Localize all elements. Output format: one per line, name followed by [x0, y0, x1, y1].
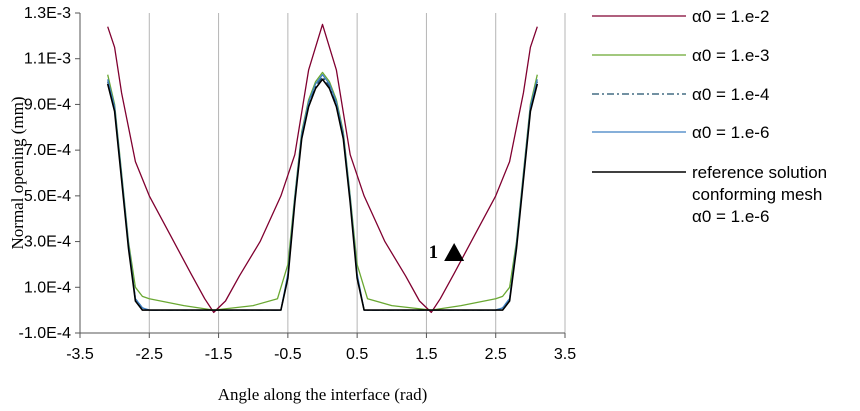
annotation-label: 1 [429, 242, 439, 263]
y-tick-label: -1.0E-4 [19, 325, 72, 342]
legend-label-2: α0 = 1.e-3 [692, 46, 769, 65]
y-tick-label: 7.0E-4 [24, 142, 71, 159]
x-tick-label: 1.5 [415, 346, 437, 363]
y-tick-label: 1.0E-4 [24, 279, 71, 296]
y-tick-label: 9.0E-4 [24, 96, 71, 113]
y-tick-label: 1.1E-3 [24, 51, 71, 68]
axes [75, 12, 566, 338]
x-tick-label: 3.5 [554, 346, 576, 363]
legend-label-5: conforming mesh [692, 185, 822, 204]
grid-lines [148, 13, 566, 333]
legend-label-5: reference solution [692, 163, 827, 182]
x-tick-label: -2.5 [135, 346, 163, 363]
x-tick-label: 2.5 [485, 346, 507, 363]
annotation-triangle-marker [444, 243, 465, 261]
x-tick-label: 0.5 [346, 346, 368, 363]
legend-label-1: α0 = 1.e-2 [692, 7, 769, 26]
data-series [106, 23, 539, 314]
series-line-5 [106, 78, 539, 311]
legend-label-5: α0 = 1.e-6 [692, 207, 769, 226]
annotation: 1 [429, 242, 465, 263]
legend-label-4: α0 = 1.e-6 [692, 123, 769, 142]
x-tick-label: -3.5 [66, 346, 94, 363]
x-tick-label: -0.5 [274, 346, 302, 363]
series-line-2 [107, 71, 538, 311]
y-tick-label: 1.3E-3 [24, 5, 71, 22]
series-line-1 [107, 23, 538, 314]
y-tick-label: 3.0E-4 [24, 234, 71, 251]
series-line-4 [107, 74, 538, 311]
legend-label-3: α0 = 1.e-4 [692, 85, 769, 104]
y-axis-label: Normal opening (mm) [8, 97, 27, 250]
x-tick-label: -1.5 [205, 346, 233, 363]
y-tick-label: 5.0E-4 [24, 188, 71, 205]
tick-labels: -3.5 -2.5 -1.5 -0.5 0.5 1.5 2.5 3.5 -1.0E-4 1.0E-… [19, 5, 577, 363]
x-axis-label: Angle along the interface (rad) [218, 385, 428, 404]
legend: α0 = 1.e-2 α0 = 1.e-3 α0 = 1.e-4 α0 = 1.e-6… [592, 7, 827, 226]
